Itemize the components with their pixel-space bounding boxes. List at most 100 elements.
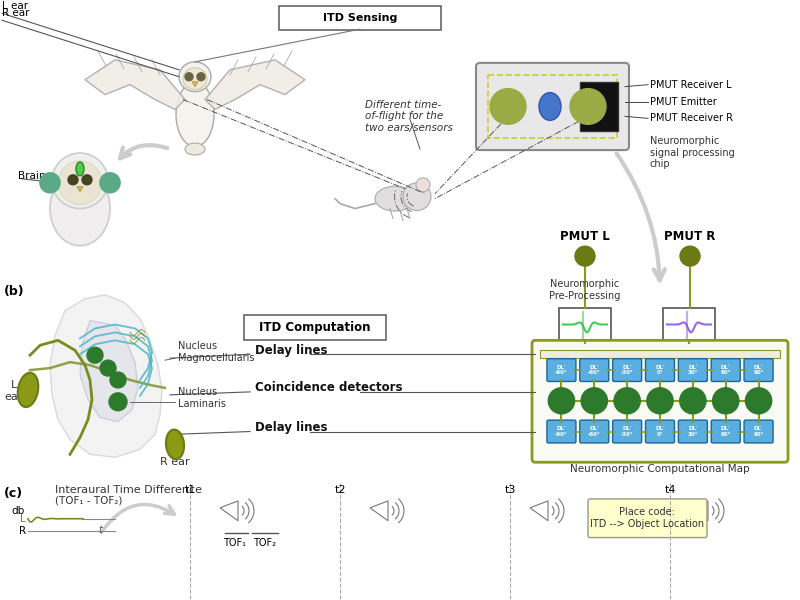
FancyBboxPatch shape xyxy=(678,359,707,382)
Text: DL'
30°: DL' 30° xyxy=(688,426,698,437)
Ellipse shape xyxy=(50,172,110,246)
Polygon shape xyxy=(80,320,138,422)
Text: t: t xyxy=(98,524,102,535)
Text: Neuromorphic Computational Map: Neuromorphic Computational Map xyxy=(570,464,750,474)
Circle shape xyxy=(185,73,193,80)
Circle shape xyxy=(614,388,640,413)
Circle shape xyxy=(52,153,108,209)
Text: Nucleus
Laminaris: Nucleus Laminaris xyxy=(178,387,226,409)
Text: L: L xyxy=(20,514,26,524)
Circle shape xyxy=(570,89,606,124)
Text: PMUT L: PMUT L xyxy=(560,230,610,243)
Text: DL'
-30°: DL' -30° xyxy=(621,365,634,376)
Ellipse shape xyxy=(18,373,38,407)
Text: L ear: L ear xyxy=(2,1,28,11)
Circle shape xyxy=(197,73,205,80)
Text: TOF₁: TOF₁ xyxy=(223,538,246,548)
Text: DL'
-90°: DL' -90° xyxy=(555,365,568,376)
FancyBboxPatch shape xyxy=(279,7,441,30)
FancyBboxPatch shape xyxy=(580,420,609,443)
Text: PMUT R: PMUT R xyxy=(664,230,716,243)
Text: DL'
-60°: DL' -60° xyxy=(588,365,601,376)
Circle shape xyxy=(403,183,431,211)
Circle shape xyxy=(40,173,60,193)
Text: (TOF₁ - TOF₂): (TOF₁ - TOF₂) xyxy=(55,496,122,506)
Text: CD
-30°: CD -30° xyxy=(621,395,634,406)
Circle shape xyxy=(100,360,116,376)
FancyBboxPatch shape xyxy=(711,359,740,382)
Text: Different time-
of-flight for the
two ears/sensors: Different time- of-flight for the two ea… xyxy=(365,100,453,133)
Text: DL'
30°: DL' 30° xyxy=(688,365,698,376)
Circle shape xyxy=(582,388,607,413)
Text: ITD Sensing: ITD Sensing xyxy=(323,13,397,23)
Circle shape xyxy=(575,246,595,266)
Circle shape xyxy=(746,388,771,413)
Text: CD
-90°: CD -90° xyxy=(555,395,568,406)
Circle shape xyxy=(713,388,738,413)
Polygon shape xyxy=(50,295,162,457)
Circle shape xyxy=(87,347,103,363)
Ellipse shape xyxy=(76,162,84,176)
Text: db: db xyxy=(12,506,25,516)
Text: DL'
0°: DL' 0° xyxy=(655,426,665,437)
Text: Brain: Brain xyxy=(18,171,46,181)
Text: Interaural Time Difference: Interaural Time Difference xyxy=(55,485,202,495)
FancyBboxPatch shape xyxy=(547,359,576,382)
Text: DL'
90°: DL' 90° xyxy=(754,426,764,437)
Circle shape xyxy=(58,161,102,205)
Text: PMUT Receiver L: PMUT Receiver L xyxy=(650,80,732,89)
FancyBboxPatch shape xyxy=(711,420,740,443)
Text: Delay lines: Delay lines xyxy=(255,344,327,357)
FancyArrowPatch shape xyxy=(120,145,167,158)
FancyArrowPatch shape xyxy=(102,505,174,532)
Text: L
ear: L ear xyxy=(5,380,23,401)
Text: DL'
90°: DL' 90° xyxy=(754,365,764,376)
Text: R: R xyxy=(19,526,26,536)
Text: DL'
-30°: DL' -30° xyxy=(621,426,634,437)
Circle shape xyxy=(680,388,706,413)
Text: R ear: R ear xyxy=(160,457,190,467)
Circle shape xyxy=(549,388,574,413)
Circle shape xyxy=(110,372,126,388)
Bar xyxy=(663,308,715,343)
Ellipse shape xyxy=(183,68,207,89)
Text: DL'
-60°: DL' -60° xyxy=(588,426,601,437)
FancyBboxPatch shape xyxy=(547,420,576,443)
Ellipse shape xyxy=(176,82,214,146)
Ellipse shape xyxy=(185,143,205,155)
FancyBboxPatch shape xyxy=(646,359,674,382)
Polygon shape xyxy=(85,60,185,109)
Text: Coincidence detectors: Coincidence detectors xyxy=(255,382,402,394)
Text: DL'
0°: DL' 0° xyxy=(655,365,665,376)
Text: t1: t1 xyxy=(184,485,196,495)
Text: t2: t2 xyxy=(334,485,346,495)
Text: CD
0°: CD 0° xyxy=(656,395,664,406)
Text: (b): (b) xyxy=(4,285,25,298)
FancyBboxPatch shape xyxy=(613,359,642,382)
Text: DL'
-90°: DL' -90° xyxy=(555,426,568,437)
Text: Neuromorphic
Pre-Processing: Neuromorphic Pre-Processing xyxy=(550,279,621,301)
Text: Delay lines: Delay lines xyxy=(255,421,327,434)
Text: CD
-60°: CD -60° xyxy=(588,395,601,406)
Text: Neuromorphic
signal processing
chip: Neuromorphic signal processing chip xyxy=(650,136,734,169)
FancyBboxPatch shape xyxy=(744,420,773,443)
Text: PMUT Emitter: PMUT Emitter xyxy=(650,97,717,107)
Text: (c): (c) xyxy=(4,487,23,500)
Polygon shape xyxy=(205,60,305,109)
Text: DL'
60°: DL' 60° xyxy=(721,365,731,376)
Circle shape xyxy=(109,393,127,411)
Text: DL'
60°: DL' 60° xyxy=(721,426,731,437)
Text: CD
90°: CD 90° xyxy=(754,395,764,406)
Bar xyxy=(559,308,611,343)
FancyBboxPatch shape xyxy=(678,420,707,443)
Ellipse shape xyxy=(166,430,184,459)
FancyBboxPatch shape xyxy=(476,63,629,150)
FancyBboxPatch shape xyxy=(580,359,609,382)
Circle shape xyxy=(82,175,92,185)
FancyBboxPatch shape xyxy=(532,340,788,462)
FancyBboxPatch shape xyxy=(744,359,773,382)
Circle shape xyxy=(68,175,78,185)
Text: R ear: R ear xyxy=(2,8,30,18)
FancyArrowPatch shape xyxy=(617,154,665,280)
Text: Nucleus
Magnocellularis: Nucleus Magnocellularis xyxy=(178,341,254,363)
